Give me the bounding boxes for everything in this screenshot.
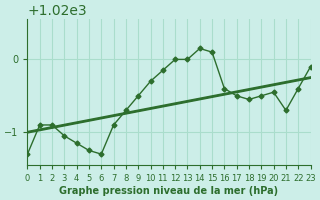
X-axis label: Graphe pression niveau de la mer (hPa): Graphe pression niveau de la mer (hPa) (60, 186, 278, 196)
